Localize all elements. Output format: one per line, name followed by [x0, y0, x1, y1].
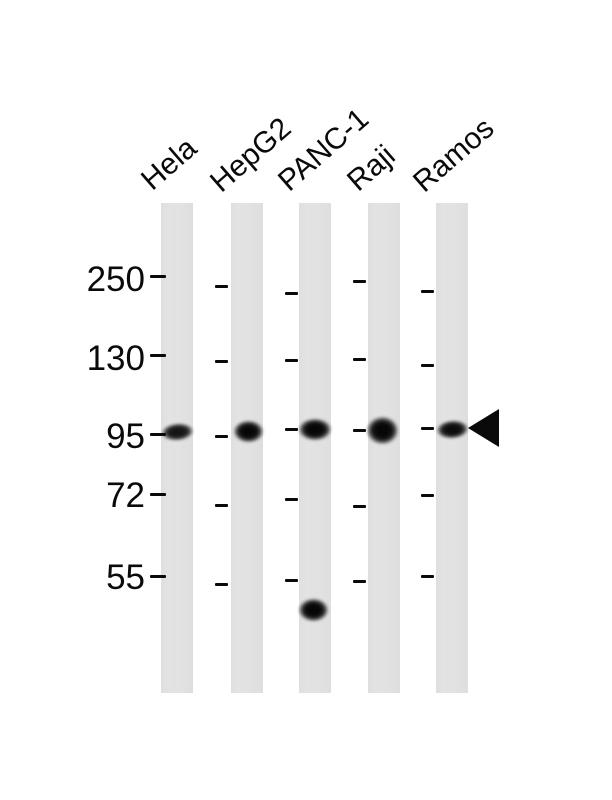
mw-marker-label-95: 95 — [106, 417, 145, 456]
mw-tick-130-col0 — [150, 354, 166, 357]
protein-band-panc1-48kda — [297, 598, 329, 622]
mw-tick-95-col4 — [421, 427, 434, 430]
protein-band-raji-95kda — [365, 415, 399, 445]
mw-tick-72-col3 — [353, 505, 366, 508]
mw-tick-55-col2 — [285, 579, 298, 582]
mw-tick-130-col4 — [421, 364, 434, 367]
protein-band-panc1-95kda — [298, 417, 332, 441]
mw-tick-130-col1 — [215, 360, 228, 363]
lane-strip-hepg2 — [231, 203, 263, 693]
mw-tick-72-col1 — [215, 504, 228, 507]
lane-strip-ramos — [436, 203, 468, 693]
protein-band-hela-95kda — [159, 421, 195, 443]
mw-tick-95-col2 — [285, 428, 298, 431]
mw-marker-label-55: 55 — [106, 558, 145, 597]
mw-marker-label-130: 130 — [86, 339, 145, 378]
mw-tick-95-col0 — [150, 433, 166, 436]
mw-tick-95-col3 — [353, 429, 366, 432]
mw-tick-130-col3 — [353, 358, 366, 361]
mw-tick-250-col4 — [421, 290, 434, 293]
mw-tick-95-col1 — [215, 435, 228, 438]
mw-tick-250-col3 — [353, 280, 366, 283]
protein-band-hepg2-95kda — [232, 419, 264, 443]
band-pointer-arrowhead-icon — [468, 409, 499, 447]
lane-strip-raji — [368, 203, 400, 693]
mw-tick-250-col0 — [150, 275, 166, 278]
mw-tick-55-col1 — [215, 583, 228, 586]
mw-tick-72-col0 — [150, 493, 166, 496]
mw-tick-55-col3 — [353, 580, 366, 583]
mw-tick-250-col2 — [285, 292, 298, 295]
mw-marker-label-250: 250 — [86, 260, 145, 299]
mw-tick-130-col2 — [285, 359, 298, 362]
mw-tick-72-col4 — [421, 494, 434, 497]
mw-tick-72-col2 — [285, 498, 298, 501]
protein-band-ramos-95kda — [434, 418, 470, 440]
mw-tick-55-col4 — [421, 575, 434, 578]
lane-strip-hela — [161, 203, 193, 693]
mw-tick-55-col0 — [150, 575, 166, 578]
mw-tick-250-col1 — [215, 285, 228, 288]
mw-marker-label-72: 72 — [106, 476, 145, 515]
